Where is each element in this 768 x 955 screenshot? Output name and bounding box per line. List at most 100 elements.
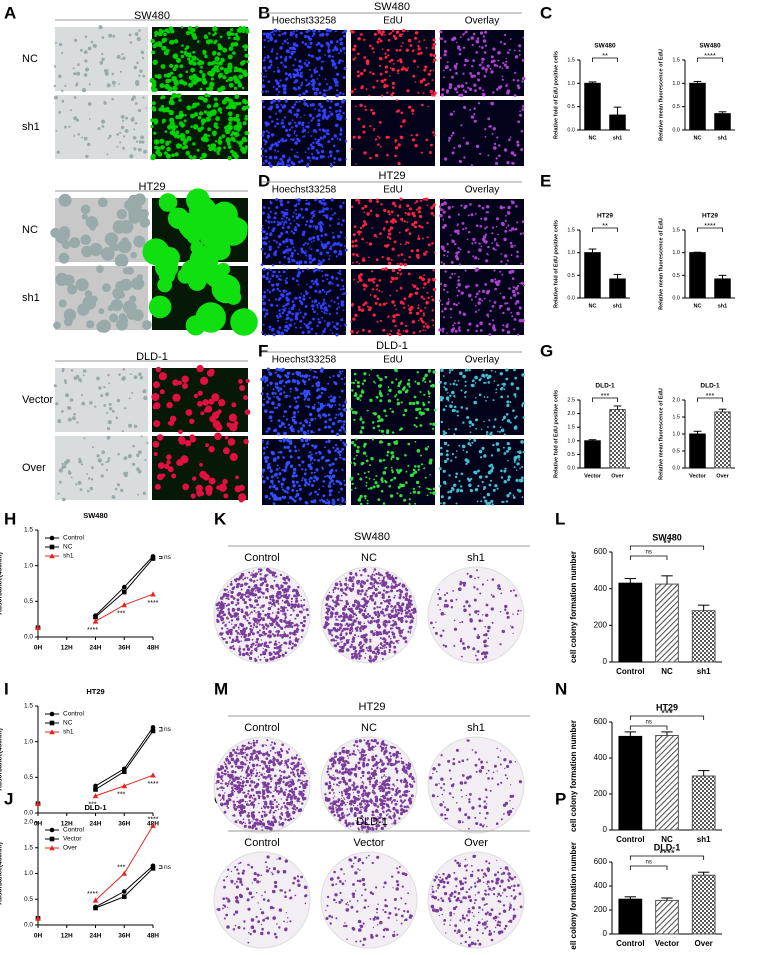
cell (334, 78, 337, 81)
cell (477, 485, 479, 487)
cell (425, 330, 427, 332)
cell (286, 491, 289, 494)
cell (475, 428, 477, 430)
cell (284, 92, 286, 94)
cell (272, 264, 275, 267)
colony (293, 624, 295, 626)
cell (188, 155, 192, 159)
micrograph (351, 198, 436, 267)
cell (516, 251, 519, 254)
cell (495, 249, 497, 251)
cell (334, 66, 337, 69)
cell (499, 271, 501, 273)
colony (296, 593, 298, 595)
cell (138, 109, 141, 112)
cell (463, 156, 465, 158)
cell (176, 58, 181, 63)
colony (254, 658, 256, 660)
cell (298, 271, 302, 275)
cell (73, 116, 77, 120)
cell (412, 50, 414, 52)
cell (336, 447, 339, 450)
cell (451, 239, 453, 241)
cell (329, 217, 333, 221)
cell (358, 202, 360, 204)
cell (302, 216, 305, 219)
cell (326, 274, 329, 277)
cell (471, 115, 474, 118)
cell (447, 491, 449, 493)
cell (130, 41, 133, 44)
cell (322, 456, 324, 458)
cell (358, 331, 360, 333)
colony (280, 574, 282, 576)
cell (385, 70, 388, 73)
cell (298, 284, 300, 286)
cell (337, 303, 339, 305)
cell (379, 65, 381, 67)
colony (294, 634, 296, 636)
cell (477, 72, 480, 75)
cell (470, 75, 473, 78)
cell (267, 135, 270, 138)
cell (485, 71, 487, 73)
cell (294, 51, 296, 53)
cell (358, 308, 361, 311)
cell (273, 388, 275, 390)
cell (427, 236, 429, 238)
cell (372, 73, 375, 76)
cell (432, 38, 435, 41)
cell (315, 268, 318, 271)
cell (509, 492, 512, 495)
colony (301, 622, 303, 624)
cell (471, 164, 473, 166)
cell (483, 39, 487, 43)
cell (316, 58, 319, 61)
colony (265, 596, 268, 599)
colony (303, 616, 306, 619)
cell (152, 101, 156, 105)
cell (438, 328, 441, 331)
cell (215, 116, 220, 121)
cell (327, 499, 329, 501)
cell (306, 284, 308, 286)
cell (325, 459, 328, 462)
cell (224, 68, 228, 72)
cell (275, 88, 278, 91)
cell (421, 296, 424, 299)
cell (441, 93, 444, 96)
cell (297, 253, 299, 255)
cell (116, 133, 119, 136)
cell (504, 302, 506, 304)
cell (355, 379, 357, 381)
cell (350, 30, 352, 32)
cell (391, 68, 395, 72)
cell (262, 475, 264, 477)
cell (309, 114, 312, 117)
cell (451, 76, 454, 79)
cell (329, 376, 331, 378)
cell (408, 256, 410, 258)
cell (91, 466, 94, 469)
cell (156, 367, 162, 373)
cell (479, 242, 481, 244)
cell (186, 315, 206, 335)
cell (481, 447, 484, 450)
cell (507, 460, 509, 462)
colony (271, 595, 274, 598)
cell (288, 502, 290, 504)
cell (263, 75, 265, 77)
cell (523, 451, 525, 453)
cell (228, 125, 233, 130)
cell (341, 378, 343, 380)
cell (101, 450, 105, 454)
cell (385, 415, 387, 417)
cell (409, 207, 412, 210)
cell (293, 232, 296, 235)
cell (316, 325, 318, 327)
cell (117, 209, 127, 219)
cell (98, 308, 104, 314)
colony (349, 631, 352, 634)
cell (387, 443, 390, 446)
